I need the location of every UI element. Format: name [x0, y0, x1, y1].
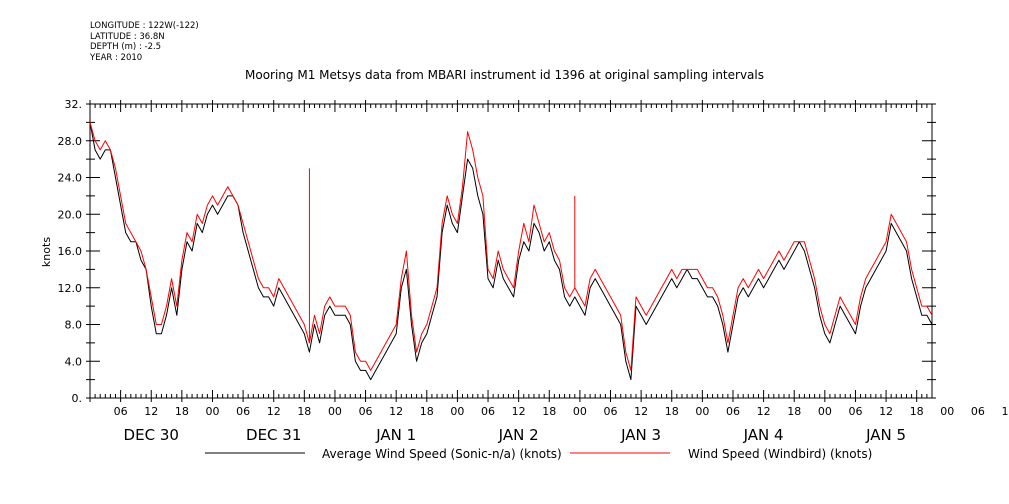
x-tick-label: 06: [236, 405, 250, 418]
day-label: JAN 4: [743, 426, 784, 444]
series-line-windbird: [89, 122, 933, 371]
x-tick-label: 00: [450, 405, 464, 418]
x-tick-label: 12: [267, 405, 281, 418]
y-tick-label: 20.0: [58, 208, 83, 221]
x-tick-label: 06: [848, 405, 862, 418]
y-tick-labels: 0. 4.0 8.0 12.0 16.0 20.0 24.0 28.0 32.: [58, 98, 83, 405]
x-tick-label: 06: [114, 405, 128, 418]
day-label: JAN 5: [865, 426, 906, 444]
series-line-sonic: [89, 122, 933, 381]
x-tick-label: 06: [481, 405, 495, 418]
x-tick-label: 00: [695, 405, 709, 418]
axis-ticks: [86, 100, 936, 402]
x-tick-label: 18: [420, 405, 434, 418]
x-tick-label: 00: [818, 405, 832, 418]
x-tick-label: 00: [328, 405, 342, 418]
y-tick-label: 28.0: [58, 135, 83, 148]
latitude-label: LATITUDE : 36.8N: [90, 31, 165, 42]
day-label: DEC 30: [124, 426, 179, 444]
x-tick-label: 12: [1002, 405, 1009, 418]
y-tick-label: 12.0: [58, 282, 83, 295]
day-label: JAN 3: [620, 426, 661, 444]
x-tick-label: 00: [940, 405, 954, 418]
x-tick-label: 12: [389, 405, 403, 418]
x-tick-label: 06: [604, 405, 618, 418]
x-tick-label: 06: [359, 405, 373, 418]
day-label: DEC 31: [246, 426, 301, 444]
day-label: JAN 1: [375, 426, 416, 444]
x-tick-label: 18: [542, 405, 556, 418]
x-tick-label: 18: [787, 405, 801, 418]
x-tick-label: 12: [144, 405, 158, 418]
y-tick-label: 32.: [65, 98, 83, 111]
longitude-label: LONGITUDE : 122W(-122): [90, 21, 199, 31]
x-tick-label: 00: [573, 405, 587, 418]
day-label: JAN 2: [498, 426, 539, 444]
y-tick-label: 0.: [72, 392, 83, 405]
plot-border: [89, 103, 933, 399]
plot-frame: [89, 103, 933, 399]
metadata-block: LONGITUDE : 122W(-122) LATITUDE : 36.8N …: [90, 21, 199, 63]
x-tick-label: 18: [297, 405, 311, 418]
x-tick-label: 06: [971, 405, 985, 418]
x-tick-label: 00: [205, 405, 219, 418]
x-tick-labels: 06 12 18 00 06 12 18 00 06 12 18 00 06 12 18 00 06 12 18 00…: [114, 405, 1009, 418]
legend: Average Wind Speed (Sonic-n/a) (knots) W…: [205, 447, 872, 461]
x-tick-label: 06: [726, 405, 740, 418]
series-lines: [89, 122, 933, 381]
depth-label: DEPTH (m) : -2.5: [90, 42, 162, 52]
x-tick-label: 12: [512, 405, 526, 418]
x-tick-label: 18: [910, 405, 924, 418]
year-label: YEAR : 2010: [90, 52, 143, 63]
x-tick-label: 12: [757, 405, 771, 418]
x-tick-label: 12: [879, 405, 893, 418]
x-tick-label: 18: [175, 405, 189, 418]
y-tick-label: 4.0: [65, 355, 83, 368]
y-tick-label: 16.0: [58, 245, 83, 258]
x-tick-label: 18: [665, 405, 679, 418]
legend-entry-windbird: Wind Speed (Windbird) (knots): [688, 447, 872, 461]
chart-title: Mooring M1 Metsys data from MBARI instru…: [245, 68, 764, 82]
y-axis-label: knots: [40, 237, 53, 267]
legend-entry-sonic: Average Wind Speed (Sonic-n/a) (knots): [322, 447, 562, 461]
x-tick-label: 12: [634, 405, 648, 418]
day-labels: DEC 30 DEC 31 JAN 1 JAN 2 JAN 3 JAN 4 JAN 5: [124, 426, 907, 444]
y-tick-label: 24.0: [58, 172, 83, 185]
y-tick-label: 8.0: [65, 319, 83, 332]
